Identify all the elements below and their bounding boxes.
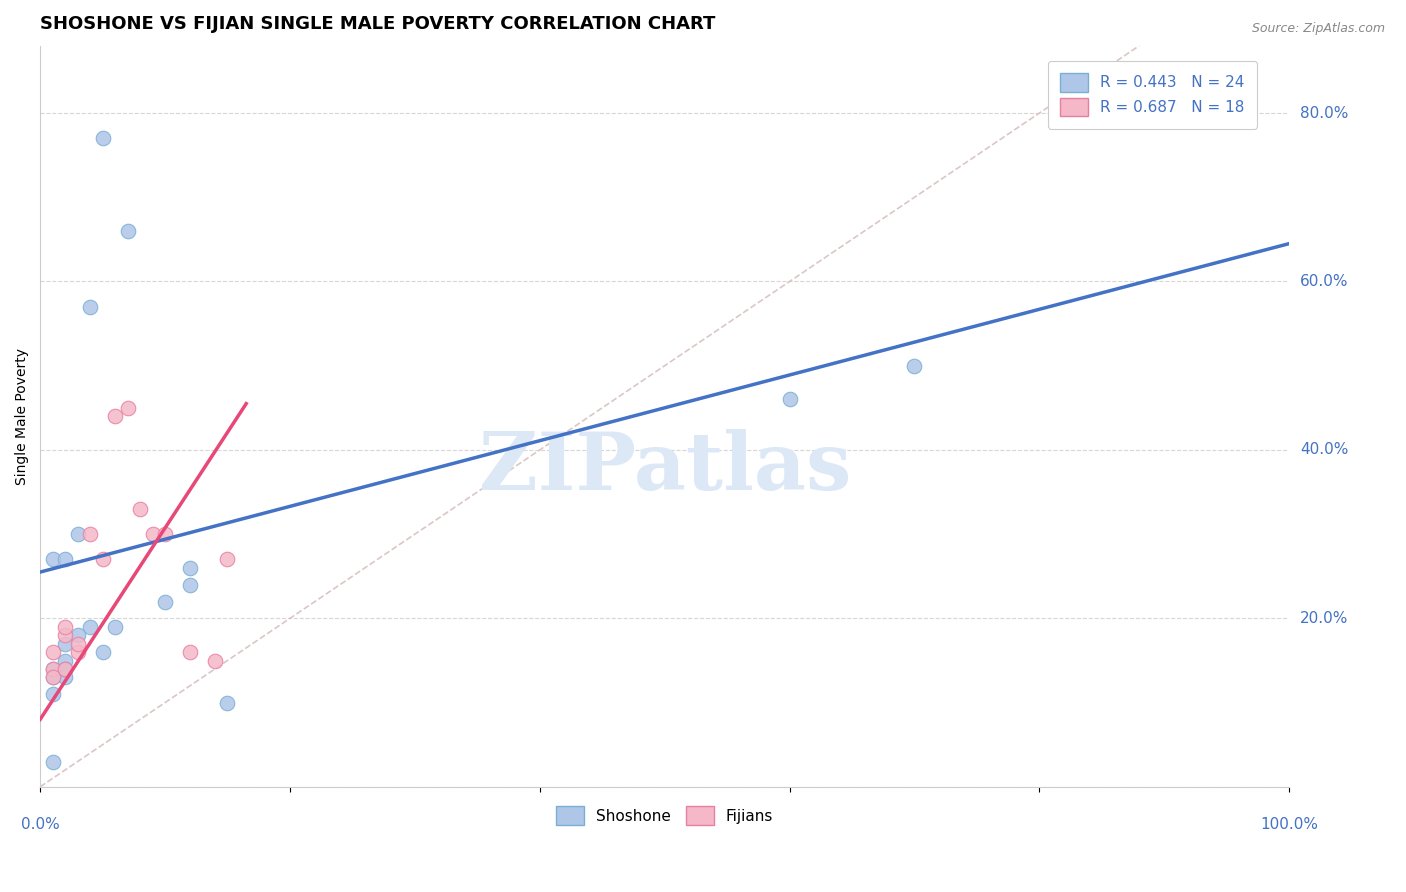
Point xyxy=(66,628,89,642)
Point xyxy=(53,628,76,642)
Point xyxy=(91,552,114,566)
Point xyxy=(41,662,63,676)
Point xyxy=(779,392,801,407)
Point xyxy=(104,409,127,424)
Point xyxy=(53,637,76,651)
Point xyxy=(53,670,76,684)
Point xyxy=(79,527,101,541)
Point xyxy=(217,552,239,566)
Text: 100.0%: 100.0% xyxy=(1260,817,1319,832)
Text: SHOSHONE VS FIJIAN SINGLE MALE POVERTY CORRELATION CHART: SHOSHONE VS FIJIAN SINGLE MALE POVERTY C… xyxy=(41,15,716,33)
Point xyxy=(153,594,176,608)
Point xyxy=(66,637,89,651)
Point xyxy=(903,359,925,373)
Text: 0.0%: 0.0% xyxy=(21,817,59,832)
Point xyxy=(53,552,76,566)
Point xyxy=(129,502,152,516)
Legend: Shoshone, Fijians: Shoshone, Fijians xyxy=(550,800,779,831)
Text: 60.0%: 60.0% xyxy=(1301,274,1348,289)
Point xyxy=(117,224,139,238)
Point xyxy=(104,620,127,634)
Point xyxy=(53,662,76,676)
Point xyxy=(41,670,63,684)
Point xyxy=(179,577,201,591)
Point xyxy=(91,131,114,145)
Point xyxy=(41,755,63,769)
Point xyxy=(53,662,76,676)
Point xyxy=(41,687,63,701)
Point xyxy=(66,527,89,541)
Text: 40.0%: 40.0% xyxy=(1301,442,1348,458)
Point xyxy=(141,527,163,541)
Point xyxy=(117,401,139,415)
Text: 80.0%: 80.0% xyxy=(1301,105,1348,120)
Point xyxy=(41,670,63,684)
Point xyxy=(217,696,239,710)
Point xyxy=(79,300,101,314)
Text: Source: ZipAtlas.com: Source: ZipAtlas.com xyxy=(1251,22,1385,36)
Point xyxy=(204,653,226,667)
Point xyxy=(53,653,76,667)
Point xyxy=(53,620,76,634)
Point xyxy=(153,527,176,541)
Point xyxy=(79,620,101,634)
Y-axis label: Single Male Poverty: Single Male Poverty xyxy=(15,348,30,484)
Text: 20.0%: 20.0% xyxy=(1301,611,1348,626)
Point xyxy=(41,645,63,659)
Point xyxy=(179,645,201,659)
Point xyxy=(41,552,63,566)
Point xyxy=(41,662,63,676)
Point xyxy=(179,561,201,575)
Point xyxy=(66,645,89,659)
Text: ZIPatlas: ZIPatlas xyxy=(478,429,851,508)
Point xyxy=(91,645,114,659)
